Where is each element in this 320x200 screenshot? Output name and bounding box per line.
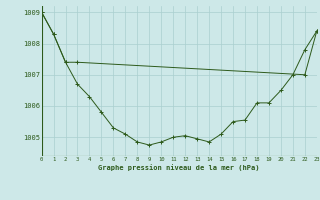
X-axis label: Graphe pression niveau de la mer (hPa): Graphe pression niveau de la mer (hPa) xyxy=(99,164,260,171)
